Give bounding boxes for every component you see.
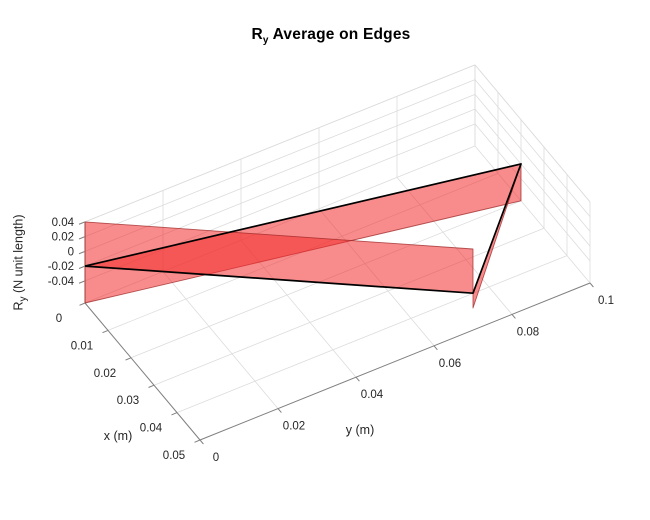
- y-tick-mark: [277, 408, 282, 413]
- z-tick-label: -0.02: [48, 261, 74, 273]
- z-tick-label: -0.04: [48, 276, 75, 288]
- tick-marks: [78, 221, 594, 445]
- z-tick-mark: [78, 265, 86, 269]
- y-axis-label: y (m): [345, 423, 375, 437]
- y-tick-label: 0: [213, 452, 219, 464]
- z-label-subscript: y: [18, 296, 29, 302]
- x-axis-line: [84, 302, 201, 441]
- z-label-post: (N unit length): [11, 214, 26, 297]
- y-tick-mark: [355, 376, 360, 382]
- y-axis-line: [199, 282, 591, 441]
- wall-grid-z-left: [84, 94, 476, 252]
- wall-grid-z-right: [474, 94, 591, 232]
- z-axis-label: Ry (N unit length): [11, 178, 30, 348]
- title-pre: R: [251, 26, 263, 43]
- z-tick-mark: [78, 221, 86, 225]
- y-tick-label: 0.02: [283, 421, 305, 433]
- z-label-pre: R: [11, 301, 26, 311]
- z-tick-mark: [78, 280, 86, 284]
- boundary-curve: [84, 163, 522, 295]
- z-tick-label: 0.04: [52, 217, 75, 229]
- x-tick-label: 0.05: [163, 450, 185, 462]
- x-tick-label: 0.04: [140, 423, 163, 435]
- z-tick-mark: [78, 236, 86, 240]
- z-tick-mark: [78, 250, 86, 255]
- title-subscript: y: [262, 35, 269, 47]
- y-tick-label: 0.04: [361, 389, 384, 401]
- wall-grid-z-right: [474, 79, 591, 217]
- x-tick-mark: [194, 439, 201, 443]
- x-tick-mark: [171, 412, 178, 416]
- x-tick-mark: [102, 329, 109, 334]
- ribbon-patches: [84, 163, 522, 309]
- boundary-line: [84, 163, 522, 295]
- x-tick-label: 0.01: [71, 340, 93, 352]
- x-tick-label: 0: [56, 313, 62, 325]
- x-tick-label: 0.03: [117, 395, 139, 407]
- z-tick-label: 0: [68, 246, 74, 258]
- y-tick-mark: [199, 439, 204, 445]
- floor-grid-y: [162, 271, 279, 409]
- wall-grid-z-right: [474, 123, 591, 262]
- plot-title: Ry Average on Edges: [12, 26, 650, 46]
- wall-grid-z-left: [84, 79, 476, 237]
- y-tick-mark: [511, 314, 516, 319]
- x-tick-mark: [79, 302, 86, 306]
- floor-grid-y: [474, 145, 591, 284]
- title-post: Average on Edges: [268, 26, 411, 43]
- tick-labels: 0 0.01 0.02 0.03 0.04 0.05 0 0.02 0.04 0.06 0.08 0.…: [48, 217, 614, 464]
- x-tick-mark: [148, 384, 155, 388]
- floor-grid-x: [176, 255, 568, 413]
- x-tick-label: 0.02: [94, 368, 116, 380]
- wall-top-edge-right: [474, 64, 591, 203]
- y-tick-mark: [589, 282, 594, 288]
- z-tick-label: 0.02: [52, 232, 74, 244]
- wall-top-edge-left: [84, 64, 476, 223]
- y-tick-label: 0.06: [439, 358, 461, 370]
- y-tick-label: 0.1: [598, 295, 614, 307]
- y-tick-mark: [433, 345, 438, 351]
- floor-grid-x: [153, 227, 545, 386]
- wall-grid-z-right: [474, 108, 591, 247]
- x-tick-mark: [125, 357, 132, 361]
- y-tick-label: 0.08: [517, 326, 539, 338]
- x-axis-label: x (m): [103, 429, 133, 443]
